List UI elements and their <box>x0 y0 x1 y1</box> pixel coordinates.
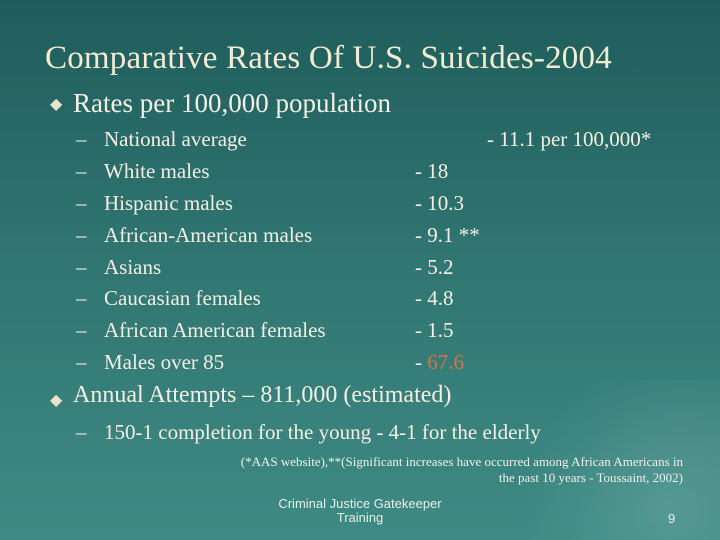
list-item-label: Caucasian females <box>104 286 261 310</box>
bullet-rates-heading: Rates per 100,000 population <box>73 88 391 118</box>
list-item-label: Hispanic males <box>104 191 233 215</box>
footnote-line: the past 10 years - Toussaint, 2002) <box>498 470 683 485</box>
highlight-value: 67.6 <box>427 350 464 374</box>
list-item-value: - 1.5 <box>415 318 454 342</box>
completion-ratio-text: 150-1 completion for the young - 4-1 for… <box>104 420 541 444</box>
footer-text: Criminal Justice Gatekeeper Training <box>260 497 460 525</box>
page-number: 9 <box>668 511 676 526</box>
dash-marker: – <box>76 350 87 374</box>
dash-marker: – <box>76 420 87 444</box>
list-item-label: Asians <box>104 255 162 279</box>
diamond-bullet-icon: ◆ <box>50 392 63 409</box>
dash-marker: – <box>76 318 87 342</box>
list-item-value: - 5.2 <box>415 255 454 279</box>
list-item-label: National average <box>104 127 247 151</box>
dash-marker: – <box>76 127 87 151</box>
background-texture <box>460 380 720 540</box>
list-item-value: - 4.8 <box>415 286 454 310</box>
value-prefix: - <box>415 350 428 374</box>
list-item-value: - 9.1 ** <box>415 223 480 247</box>
footnote: (*AAS website),**(Significant increases … <box>241 454 683 486</box>
list-item-label: African-American males <box>104 223 313 247</box>
list-item-value: - 11.1 per 100,000* <box>487 127 652 151</box>
dash-marker: – <box>76 223 87 247</box>
list-item-value: - 18 <box>415 159 449 183</box>
dash-marker: – <box>76 255 87 279</box>
footnote-line: (*AAS website),**(Significant increases … <box>240 454 683 469</box>
footer-line: Training <box>336 510 384 525</box>
list-item-label: African American females <box>104 318 326 342</box>
footer-line: Criminal Justice Gatekeeper <box>278 496 442 511</box>
slide-title: Comparative Rates Of U.S. Suicides-2004 <box>45 40 612 76</box>
dash-marker: – <box>76 191 87 215</box>
list-item-value: - 67.6 <box>415 350 464 375</box>
dash-marker: – <box>76 286 87 310</box>
diamond-bullet-icon: ◆ <box>50 96 63 113</box>
bullet-annual-attempts: Annual Attempts – 811,000 (estimated) <box>73 382 452 408</box>
dash-marker: – <box>76 159 87 183</box>
list-item-label: White males <box>104 159 210 183</box>
list-item-label: Males over 85 <box>104 350 225 374</box>
list-item-value: - 10.3 <box>415 191 464 215</box>
